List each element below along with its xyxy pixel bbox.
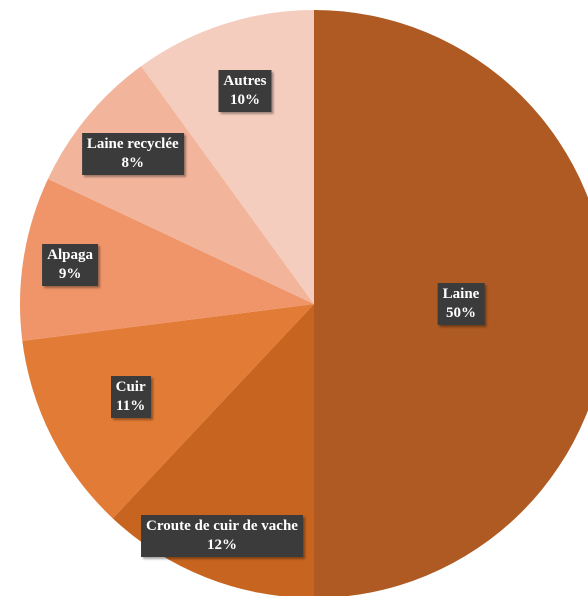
label-value: 50% [446,305,476,321]
label-name: Autres [223,73,267,90]
label-value: 8% [121,155,145,172]
data-label: Cuir 11% [110,376,151,419]
label-value: 12% [207,537,237,554]
pie-slice [22,304,315,519]
label-name: Alpaga [47,247,93,264]
data-label: Alpaga 9% [42,244,98,287]
label-name: Laine recyclée [86,136,179,153]
label-name: Cuir [115,379,146,396]
label-name: Laine [442,286,480,302]
data-label: Laine recyclée 8% [81,133,184,176]
label-value: 11% [116,398,146,415]
data-label: Autres 10% [218,70,272,113]
data-label: Laine 50% [437,283,485,325]
label-value: 9% [58,266,82,283]
pie-slice [19,178,314,341]
pie-slice [47,66,315,304]
data-label: Croute de cuir de vache 12% [141,515,303,558]
label-name: Croute de cuir de vache [146,518,298,535]
label-value: 10% [229,92,260,109]
